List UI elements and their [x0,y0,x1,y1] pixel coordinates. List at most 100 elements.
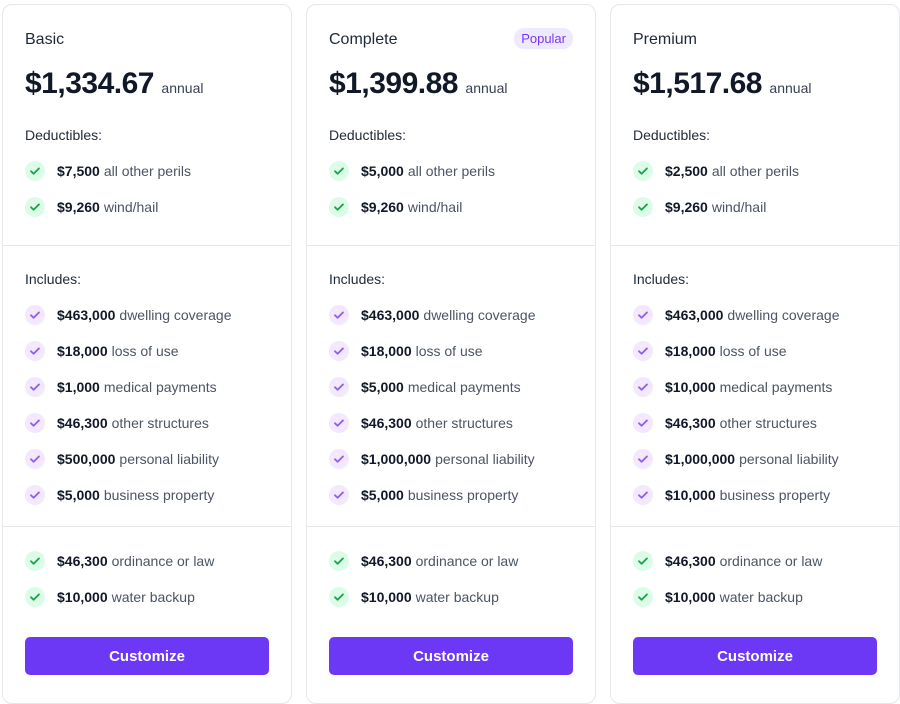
price-period: annual [769,80,812,96]
item-amount: $10,000 [665,379,716,395]
check-icon [329,341,349,361]
deductible-item: $2,500 all other perils [633,153,799,189]
price-period: annual [465,80,508,96]
item-text: personal liability [435,451,535,467]
deductibles-list: $2,500 all other perils $9,260 wind/hail [633,153,799,225]
customize-button[interactable]: Customize [25,637,269,675]
includes-section: Includes: $463,000 dwelling coverage $18,… [3,246,291,527]
deductibles-list: $7,500 all other perils $9,260 wind/hail [25,153,191,225]
check-icon [329,161,349,181]
item-text: loss of use [415,343,483,359]
item-text: business property [407,487,519,503]
item-amount: $10,000 [361,589,412,605]
include-item: $500,000 personal liability [25,441,231,477]
item-text: business property [719,487,831,503]
deductible-item: $9,260 wind/hail [329,189,495,225]
item-amount: $18,000 [665,343,716,359]
check-icon [633,161,653,181]
include-item: $18,000 loss of use [329,333,535,369]
item-text: other structures [111,415,209,431]
check-icon [329,485,349,505]
include-item: $463,000 dwelling coverage [329,297,535,333]
item-text: ordinance or law [719,553,823,569]
item-amount: $463,000 [665,307,724,323]
plan-header-section: Complete Popular $1,399.88 annual Deduct… [307,5,595,246]
check-icon [25,161,45,181]
item-amount: $46,300 [665,415,716,431]
price-period: annual [161,80,204,96]
item-amount: $2,500 [665,163,708,179]
deductible-item: $5,000 all other perils [329,153,495,189]
item-text: ordinance or law [111,553,215,569]
include-item: $1,000 medical payments [25,369,231,405]
include-item: $10,000 business property [633,477,839,513]
includes-label: Includes: [25,271,82,287]
deductibles-label: Deductibles: [633,127,711,143]
plan-name: Basic [25,31,65,48]
item-text: business property [103,487,215,503]
item-amount: $1,000,000 [665,451,736,467]
check-icon [25,449,45,469]
item-text: all other perils [711,163,799,179]
item-amount: $5,000 [57,487,100,503]
plan-name: Complete [329,31,398,48]
check-icon [25,587,45,607]
customize-button[interactable]: Customize [329,637,573,675]
check-icon [633,341,653,361]
includes-list: $463,000 dwelling coverage $18,000 loss of… [329,297,535,513]
check-icon [633,587,653,607]
item-text: wind/hail [407,199,463,215]
include-item: $46,300 other structures [329,405,535,441]
item-text: wind/hail [103,199,159,215]
item-text: dwelling coverage [727,307,840,323]
check-icon [633,305,653,325]
extra-item: $10,000 water backup [633,579,822,615]
item-text: water backup [111,589,195,605]
price-row: $1,334.67 annual [25,67,203,101]
popular-badge: Popular [514,28,573,49]
includes-label: Includes: [633,271,690,287]
check-icon [329,377,349,397]
check-icon [25,305,45,325]
extras-list: $46,300 ordinance or law $10,000 water bac… [329,543,518,615]
item-amount: $1,000 [57,379,100,395]
extra-item: $10,000 water backup [25,579,214,615]
check-icon [633,551,653,571]
plan-card-complete: Complete Popular $1,399.88 annual Deduct… [306,4,596,704]
check-icon [329,449,349,469]
extra-item: $46,300 ordinance or law [25,543,214,579]
item-amount: $18,000 [57,343,108,359]
plan-price: $1,399.88 [329,67,458,100]
include-item: $46,300 other structures [25,405,231,441]
item-amount: $500,000 [57,451,116,467]
check-icon [25,485,45,505]
item-text: dwelling coverage [119,307,232,323]
item-amount: $1,000,000 [361,451,432,467]
plan-price: $1,334.67 [25,67,154,100]
item-amount: $463,000 [361,307,420,323]
item-text: wind/hail [711,199,767,215]
include-item: $1,000,000 personal liability [633,441,839,477]
includes-section: Includes: $463,000 dwelling coverage $18,… [307,246,595,527]
include-item: $5,000 business property [329,477,535,513]
item-amount: $46,300 [361,415,412,431]
item-amount: $18,000 [361,343,412,359]
include-item: $1,000,000 personal liability [329,441,535,477]
include-item: $463,000 dwelling coverage [25,297,231,333]
include-item: $18,000 loss of use [25,333,231,369]
check-icon [329,197,349,217]
item-text: personal liability [739,451,839,467]
plan-card-basic: Basic $1,334.67 annual Deductibles: $7,5… [2,4,292,704]
check-icon [633,413,653,433]
item-amount: $5,000 [361,163,404,179]
item-amount: $9,260 [361,199,404,215]
check-icon [25,377,45,397]
check-icon [329,413,349,433]
customize-button[interactable]: Customize [633,637,877,675]
plan-card-premium: Premium $1,517.68 annual Deductibles: $2… [610,4,900,704]
item-text: personal liability [119,451,220,467]
item-amount: $7,500 [57,163,100,179]
check-icon [633,197,653,217]
includes-list: $463,000 dwelling coverage $18,000 loss of… [633,297,839,513]
item-text: loss of use [111,343,179,359]
